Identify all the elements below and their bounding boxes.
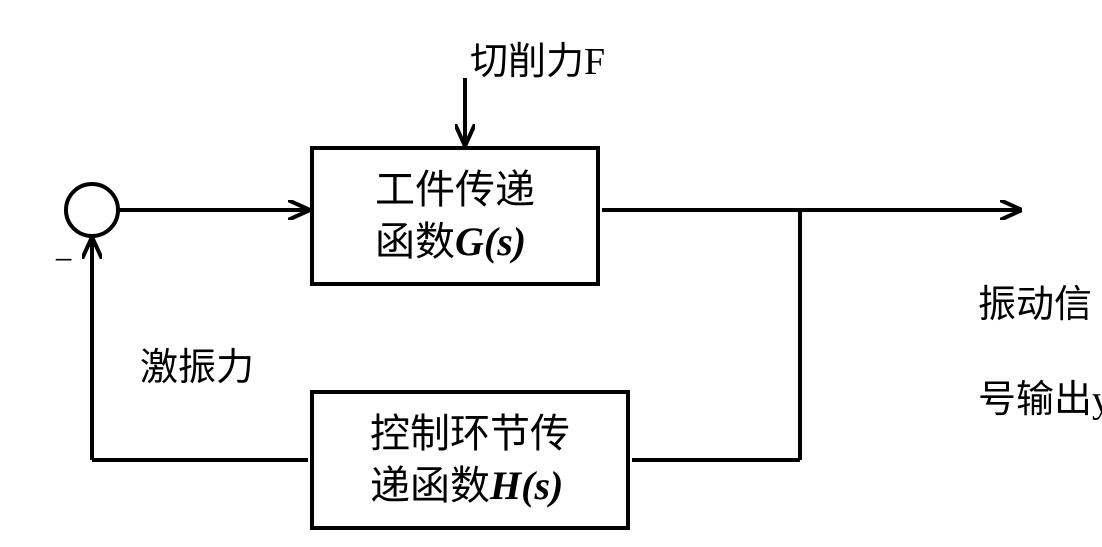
block-h-var: H (490, 463, 521, 508)
block-diagram: 切削力F − 激振力 振动信 号输出y 工件传递 函数G(s) 控制环节传 递函… (0, 0, 1102, 547)
output-label-line1: 振动信 (978, 284, 1092, 326)
block-g-line2-prefix: 函数 (375, 219, 455, 264)
block-g-arg: (s) (484, 219, 526, 264)
block-g: 工件传递 函数G(s) (310, 146, 600, 286)
block-g-line1: 工件传递 (375, 167, 535, 212)
block-h-line2-prefix: 递函数 (370, 463, 490, 508)
summing-junction (66, 184, 118, 236)
input-force-label: 切削力F (470, 30, 605, 85)
block-h-line1: 控制环节传 (370, 411, 570, 456)
block-g-var: G (455, 219, 484, 264)
block-h: 控制环节传 递函数H(s) (310, 390, 630, 530)
block-g-text: 工件传递 函数G(s) (375, 164, 535, 268)
minus-sign: − (54, 242, 73, 280)
output-label-line2: 号输出y (978, 379, 1102, 421)
output-label: 振动信 号输出y (940, 234, 1102, 472)
block-h-arg: (s) (521, 463, 563, 508)
feedback-force-label: 激振力 (140, 336, 254, 391)
block-h-text: 控制环节传 递函数H(s) (370, 408, 570, 512)
